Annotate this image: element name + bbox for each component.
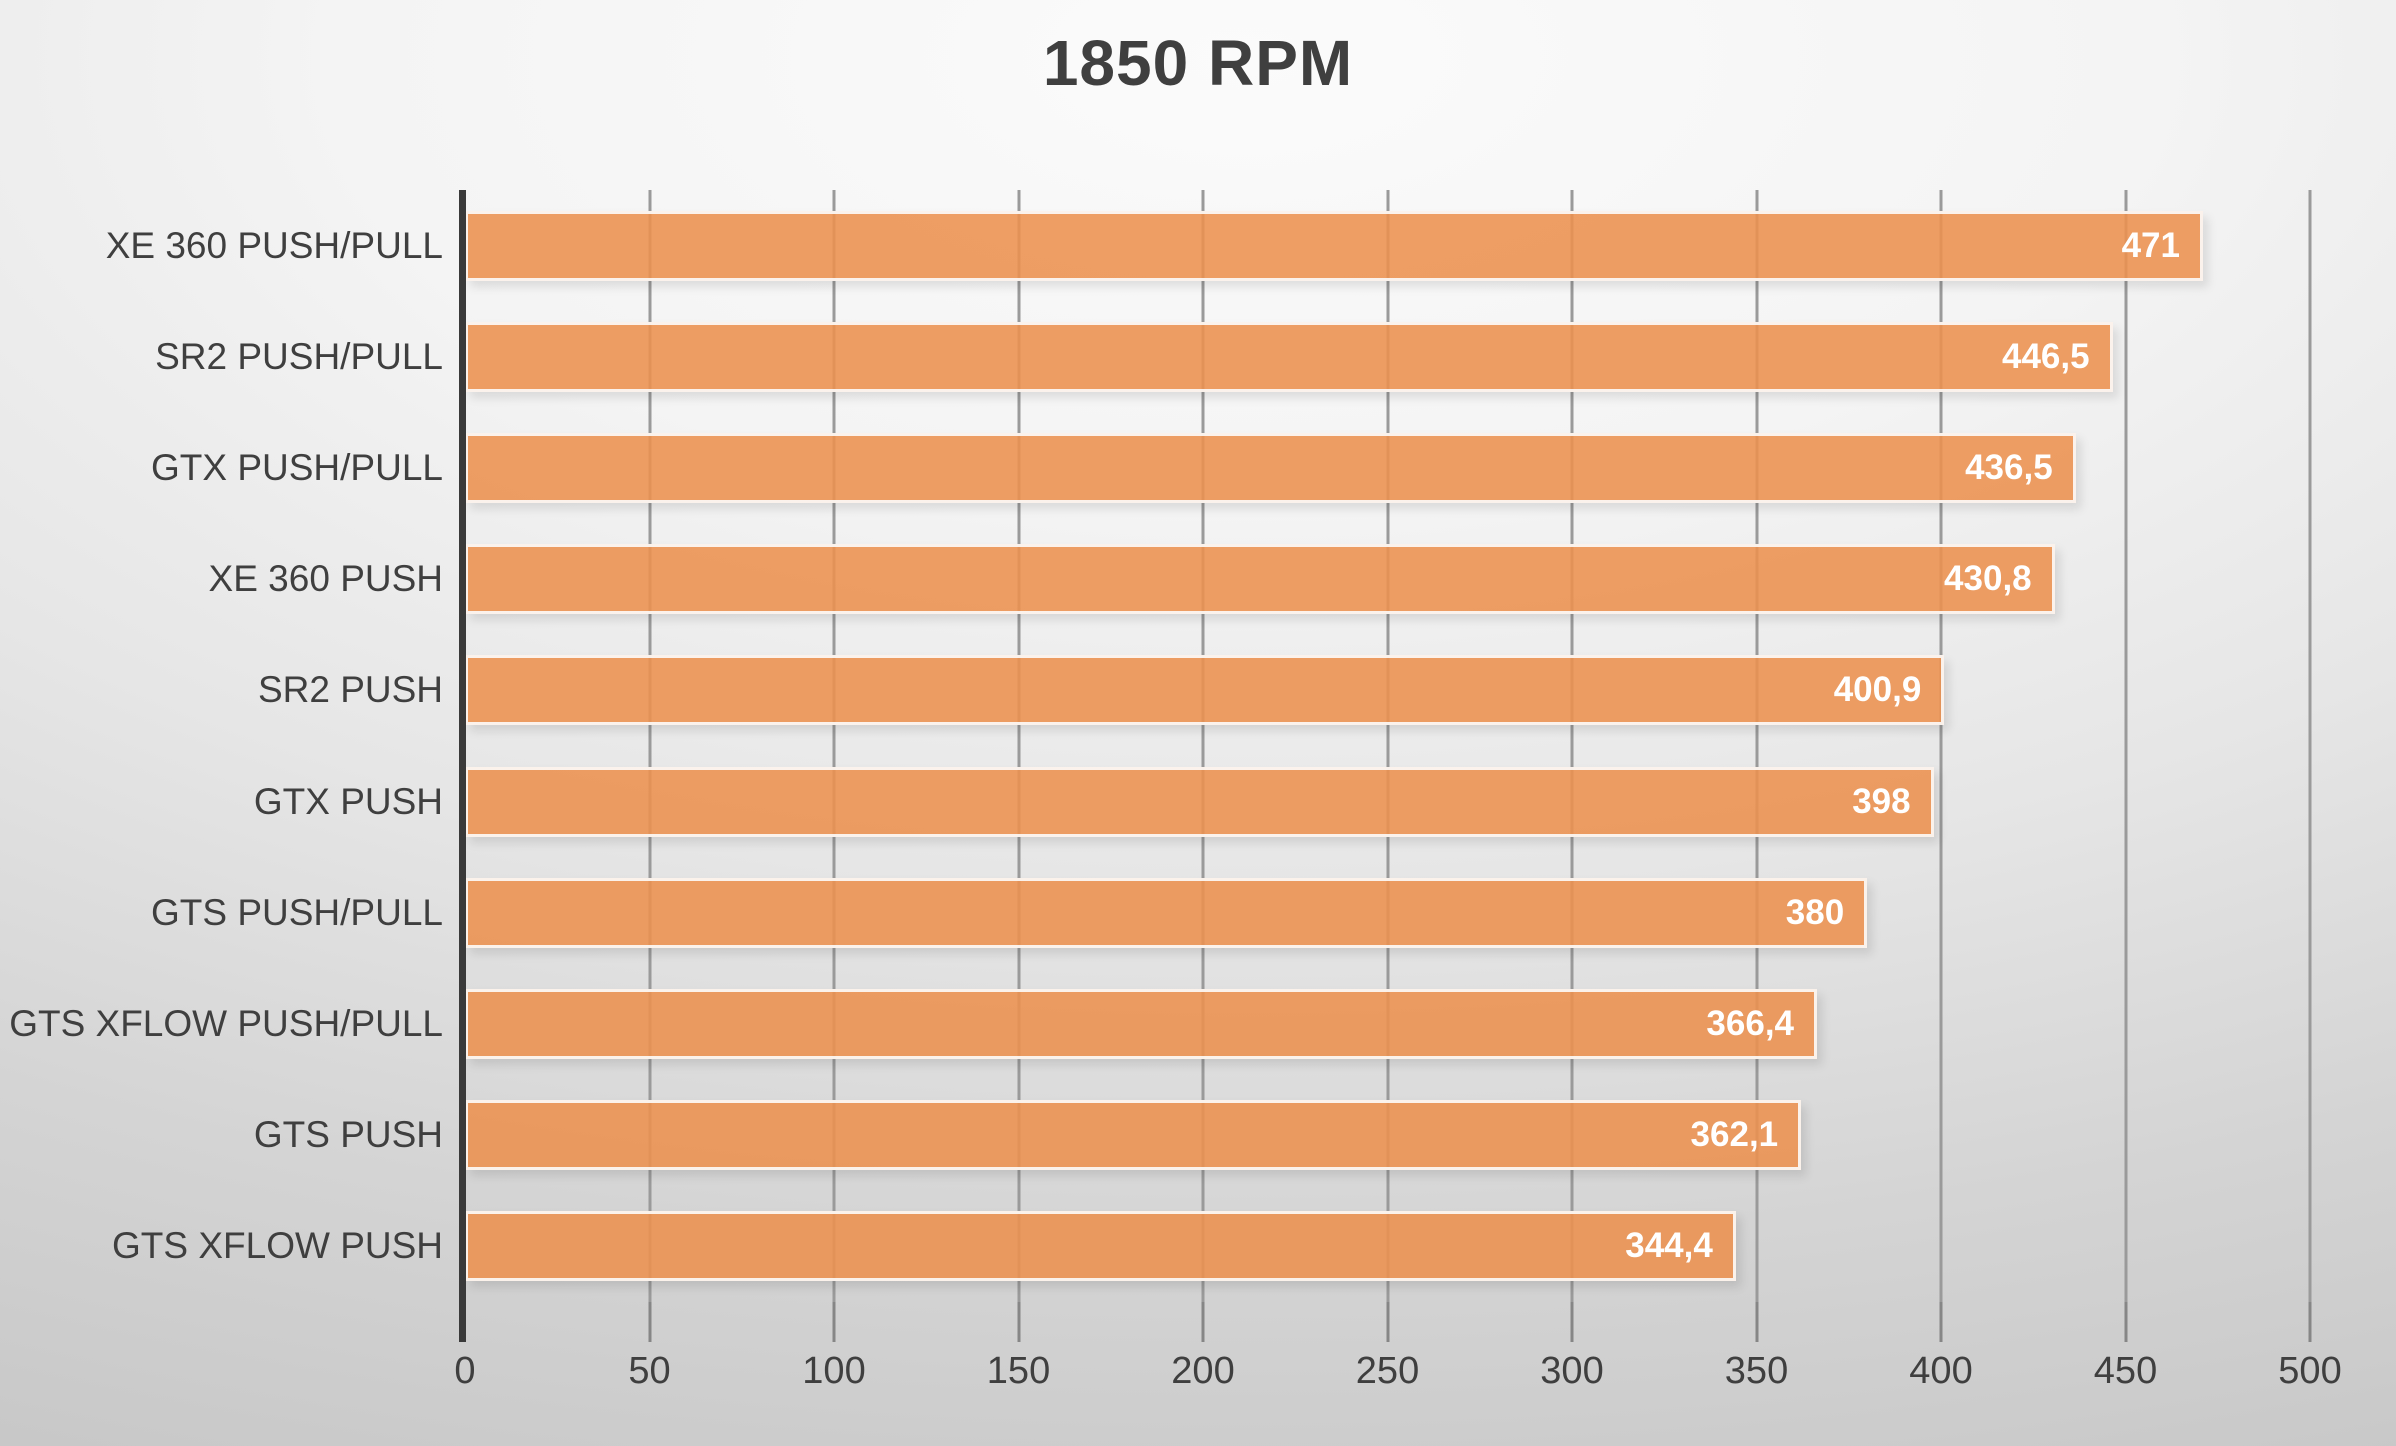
gridline — [1570, 190, 1574, 1302]
bar-row: 471 — [465, 190, 2310, 301]
bar-rows: 471 446,5 436,5 430,8 400,9 398 380 366,4 362,1 3… — [465, 190, 2310, 1302]
gridline — [1017, 190, 1020, 1302]
category-label: XE 360 PUSH/PULL — [105, 224, 443, 266]
bar-value-label: 430,8 — [1944, 559, 2032, 599]
x-tick-label: 100 — [802, 1350, 866, 1392]
gridline — [1386, 190, 1389, 1302]
category-label: GTX PUSH/PULL — [151, 447, 443, 488]
bar-value-label: 471 — [2121, 225, 2180, 265]
bar-row: 380 — [465, 857, 2310, 968]
bar: 400,9 — [465, 655, 1945, 726]
axis-tick — [1201, 1302, 1205, 1342]
axis-tick — [1017, 1302, 1020, 1342]
axis-tick — [832, 1302, 836, 1342]
gridline — [648, 190, 651, 1302]
bar-value-label: 362,1 — [1690, 1115, 1779, 1155]
bar-row: 446,5 — [465, 301, 2310, 412]
chart-title: 1850 RPM — [1042, 27, 1354, 99]
x-tick-label: 150 — [986, 1350, 1051, 1392]
axis-tick — [1939, 1302, 1943, 1342]
bar-value-label: 366,4 — [1706, 1004, 1795, 1044]
axis-tick — [648, 1302, 651, 1342]
category-label: SR2 PUSH/PULL — [155, 335, 443, 377]
bar: 380 — [465, 877, 1868, 948]
axis-tick — [1755, 1302, 1758, 1342]
x-tick-label: 0 — [454, 1350, 476, 1392]
bar: 344,4 — [465, 1211, 1736, 1282]
category-label: GTS PUSH — [253, 1114, 443, 1156]
x-tick-label: 50 — [628, 1350, 671, 1392]
bar-value-label: 344,4 — [1625, 1226, 1713, 1266]
category-label: GTS XFLOW PUSH/PULL — [9, 1003, 443, 1045]
category-label: GTS XFLOW PUSH — [112, 1225, 443, 1267]
bar-row: 362,1 — [465, 1080, 2310, 1191]
x-tick-label: 450 — [2093, 1350, 2158, 1392]
x-tick-label: 350 — [1724, 1350, 1789, 1392]
x-tick-label: 200 — [1171, 1350, 1235, 1392]
category-axis: XE 360 PUSH/PULL SR2 PUSH/PULL GTX PUSH/PU… — [0, 190, 443, 1302]
category-label: XE 360 PUSH — [208, 558, 443, 600]
plot-area: 0 50 100 150 200 250 300 350 400 450 500 471 446,5 43… — [454, 190, 2342, 1392]
bar: 446,5 — [465, 321, 2113, 392]
x-tick-label: 300 — [1540, 1350, 1604, 1392]
x-tick-label: 400 — [1909, 1350, 1973, 1392]
category-label: SR2 PUSH — [257, 669, 443, 711]
bar-value-label: 398 — [1852, 781, 1911, 821]
axis-tick — [2308, 1302, 2312, 1342]
bar: 430,8 — [465, 544, 2055, 615]
gridline — [2124, 190, 2127, 1302]
axis-tick — [2124, 1302, 2127, 1342]
category-axis-line — [459, 190, 466, 1342]
axis-tick — [1386, 1302, 1389, 1342]
bar: 362,1 — [465, 1100, 1802, 1171]
bar: 471 — [465, 210, 2203, 281]
bar-value-label: 436,5 — [1965, 448, 2053, 487]
axis-tick — [1570, 1302, 1574, 1342]
gridline — [1201, 190, 1205, 1302]
bar: 366,4 — [465, 989, 1818, 1060]
bar-value-label: 400,9 — [1833, 670, 1922, 710]
bar-row: 430,8 — [465, 524, 2310, 635]
gridline — [832, 190, 836, 1302]
bar-value-label: 446,5 — [2001, 336, 2090, 376]
category-label: GTS PUSH/PULL — [151, 891, 443, 933]
bar: 398 — [465, 766, 1934, 837]
gridline — [1755, 190, 1758, 1302]
gridline — [1939, 190, 1943, 1302]
category-label: GTX PUSH — [253, 780, 443, 822]
bar-row: 398 — [465, 746, 2310, 857]
bar-row: 344,4 — [465, 1191, 2310, 1302]
gridline — [2308, 190, 2312, 1302]
bar: 436,5 — [465, 433, 2076, 503]
x-tick-label: 250 — [1355, 1350, 1420, 1392]
bar-row: 400,9 — [465, 635, 2310, 746]
bar-row: 366,4 — [465, 968, 2310, 1079]
bar-row: 436,5 — [465, 412, 2310, 523]
bar-value-label: 380 — [1785, 892, 1845, 932]
x-tick-label: 500 — [2278, 1350, 2342, 1392]
